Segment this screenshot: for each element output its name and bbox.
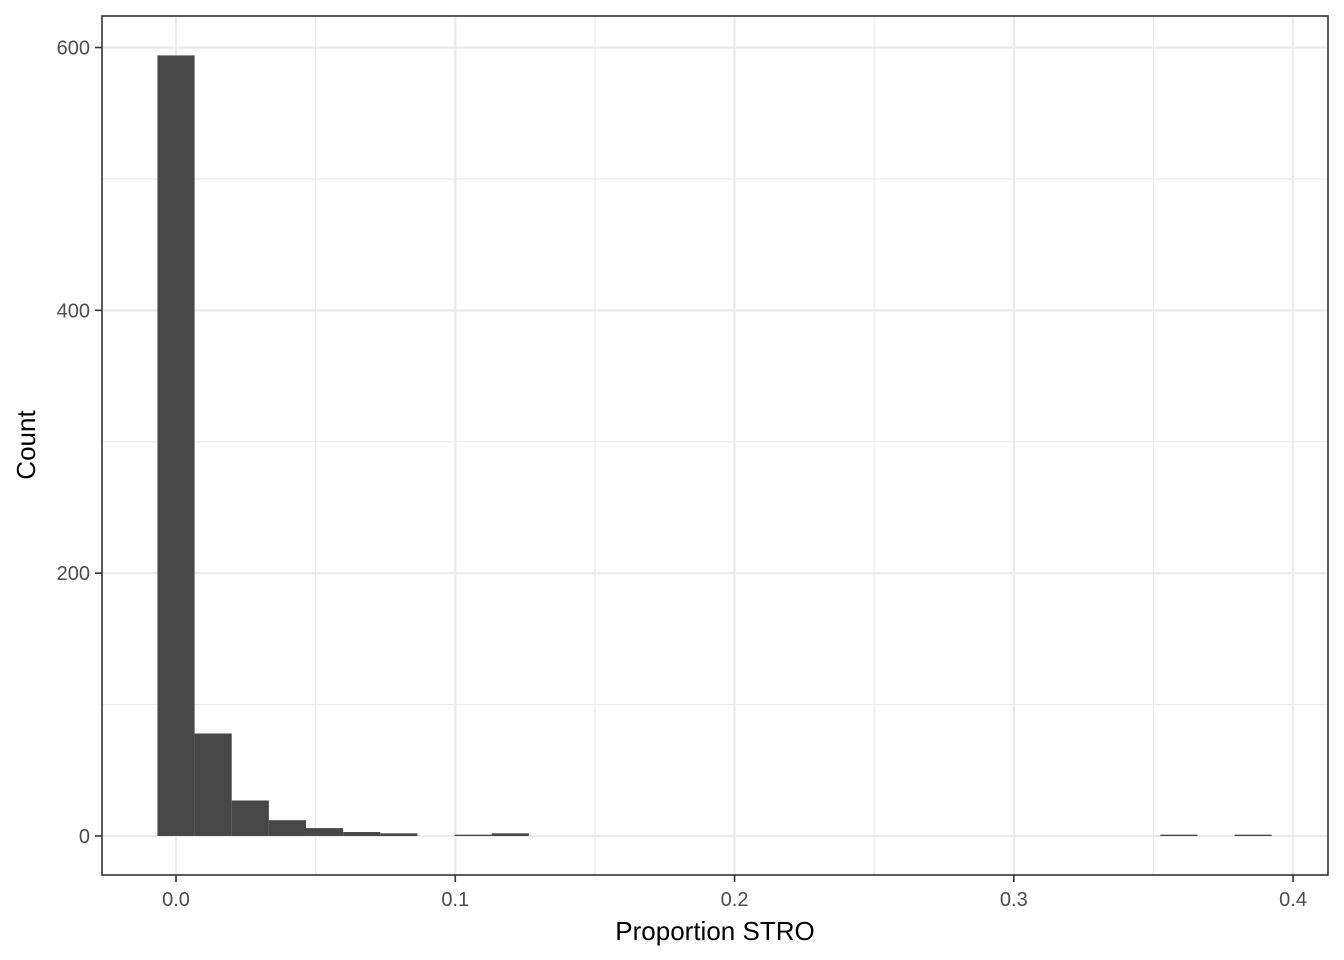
x-tick-label: 0.3	[1000, 889, 1028, 911]
minor-gridlines	[102, 16, 1328, 875]
histogram-bar	[343, 832, 381, 836]
histogram-bars	[157, 55, 1272, 836]
y-axis-title: Count	[11, 410, 41, 480]
histogram-bar	[231, 800, 269, 836]
histogram-bar	[157, 55, 195, 836]
y-tick-label: 200	[57, 563, 90, 585]
panel-border	[101, 15, 1329, 876]
histogram-bar	[1234, 834, 1272, 836]
histogram-bar	[380, 833, 418, 836]
x-axis: 0.0 0.1 0.2 0.3 0.4	[162, 875, 1307, 911]
x-axis-title: Proportion STRO	[615, 916, 814, 946]
y-axis: 0 200 400 600	[57, 38, 102, 848]
histogram-bar	[491, 833, 529, 836]
plot-panel	[102, 16, 1328, 875]
y-tick-label: 0	[79, 826, 90, 848]
histogram-bar	[1160, 834, 1198, 836]
x-tick-label: 0.4	[1279, 889, 1307, 911]
y-tick-label: 400	[57, 300, 90, 322]
y-tick-label: 600	[57, 38, 90, 60]
x-tick-label: 0.1	[441, 889, 469, 911]
histogram-bar	[306, 828, 344, 836]
histogram-bar	[268, 820, 307, 836]
histogram-bar	[194, 733, 232, 836]
x-tick-label: 0.2	[721, 889, 749, 911]
histogram-bar	[454, 834, 492, 836]
x-tick-label: 0.0	[162, 889, 190, 911]
